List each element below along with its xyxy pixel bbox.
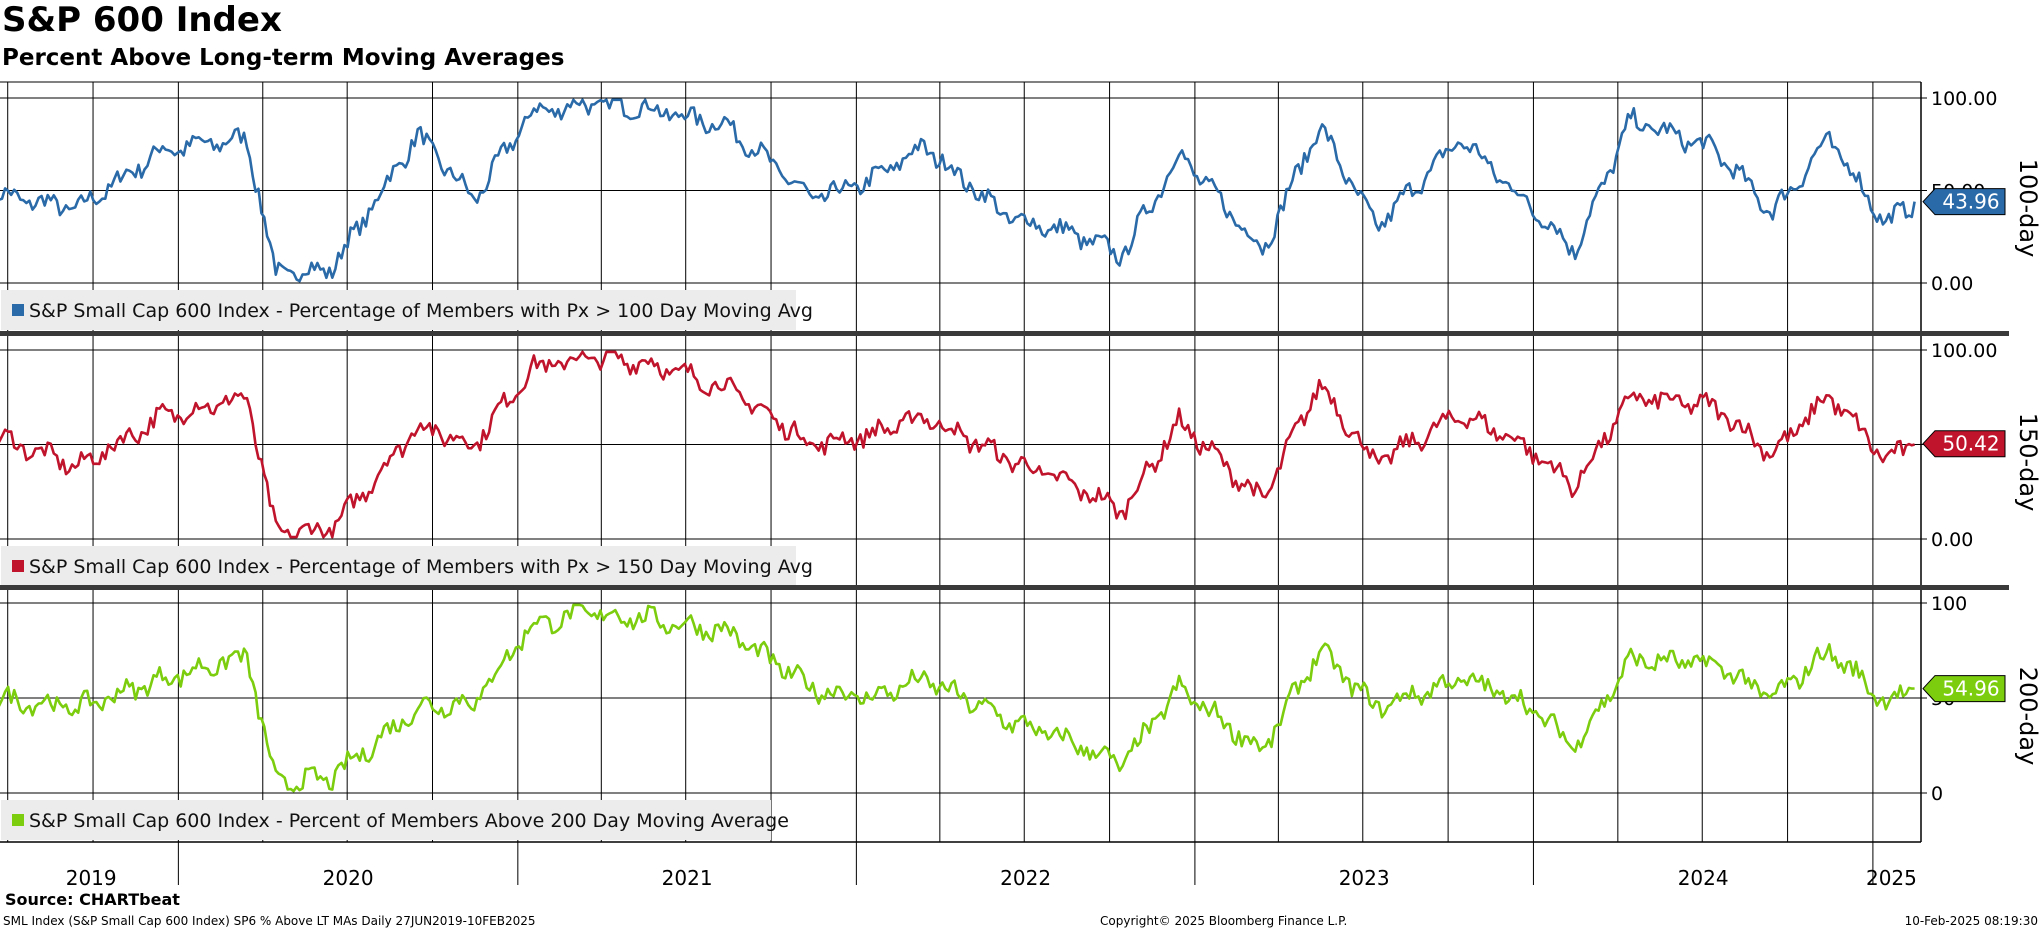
panel-2-legend-swatch (12, 814, 24, 826)
panel-1-ytick-label-0: 0.00 (1931, 529, 1973, 551)
x-tick-label-2019: 2019 (66, 866, 117, 890)
footer-timestamp: 10-Feb-2025 08:19:30 (1904, 914, 2038, 928)
panel-0-last-value-label: 43.96 (1942, 190, 1999, 214)
panel-2-legend-text: S&P Small Cap 600 Index - Percent of Mem… (29, 810, 789, 832)
footer-copyright: Copyright© 2025 Bloomberg Finance L.P. (1100, 914, 1348, 928)
panel-1-legend-box (1, 546, 796, 586)
panel-label-150-day: 150-day (2014, 413, 2041, 512)
x-tick-label-2025: 2025 (1866, 866, 1917, 890)
panel-1-last-value-badge (1922, 430, 2006, 458)
panel-0-last-value-badge (1922, 188, 2006, 216)
panel-2-ytick-label-2: 100 (1931, 593, 1967, 615)
panel-0-legend-text: S&P Small Cap 600 Index - Percentage of … (29, 300, 813, 322)
series-line-100-day (0, 98, 1916, 283)
series-line-150-day (0, 350, 1915, 539)
panel-label-100-day: 100-day (2014, 159, 2041, 258)
x-tick-label-2022: 2022 (1000, 866, 1051, 890)
panel-separator-1 (0, 585, 2009, 590)
source-label: Source: CHARTbeat (5, 890, 180, 909)
chart-title: S&P 600 Index (2, 0, 282, 40)
x-tick-label-2023: 2023 (1339, 866, 1390, 890)
chart-subtitle: Percent Above Long-term Moving Averages (2, 45, 565, 71)
panel-0-ytick-label-0: 0.00 (1931, 273, 1973, 295)
panel-1-legend-swatch (12, 560, 24, 572)
panel-1-last-value-label: 50.42 (1942, 432, 1999, 456)
panel-2-ytick-label-0: 0 (1931, 783, 1943, 805)
panel-0-legend-swatch (12, 304, 24, 316)
x-tick-label-2024: 2024 (1678, 866, 1729, 890)
panel-label-200-day: 200-day (2014, 667, 2041, 766)
series-line-200-day (0, 603, 1915, 793)
panel-0-legend-box (1, 290, 796, 330)
panel-1-legend-text: S&P Small Cap 600 Index - Percentage of … (29, 556, 813, 578)
x-tick-label-2020: 2020 (323, 866, 374, 890)
panel-1-ytick-label-2: 100.00 (1931, 340, 1997, 362)
panel-2-legend-box (1, 800, 771, 840)
panel-0-ytick-label-2: 100.00 (1931, 88, 1997, 110)
panel-2-last-value-label: 54.96 (1942, 677, 1999, 701)
panel-2-last-value-badge (1922, 675, 2006, 703)
footer-description: SML Index (S&P Small Cap 600 Index) SP6 … (3, 914, 536, 928)
panel-separator-0 (0, 331, 2009, 336)
x-tick-label-2021: 2021 (662, 866, 713, 890)
